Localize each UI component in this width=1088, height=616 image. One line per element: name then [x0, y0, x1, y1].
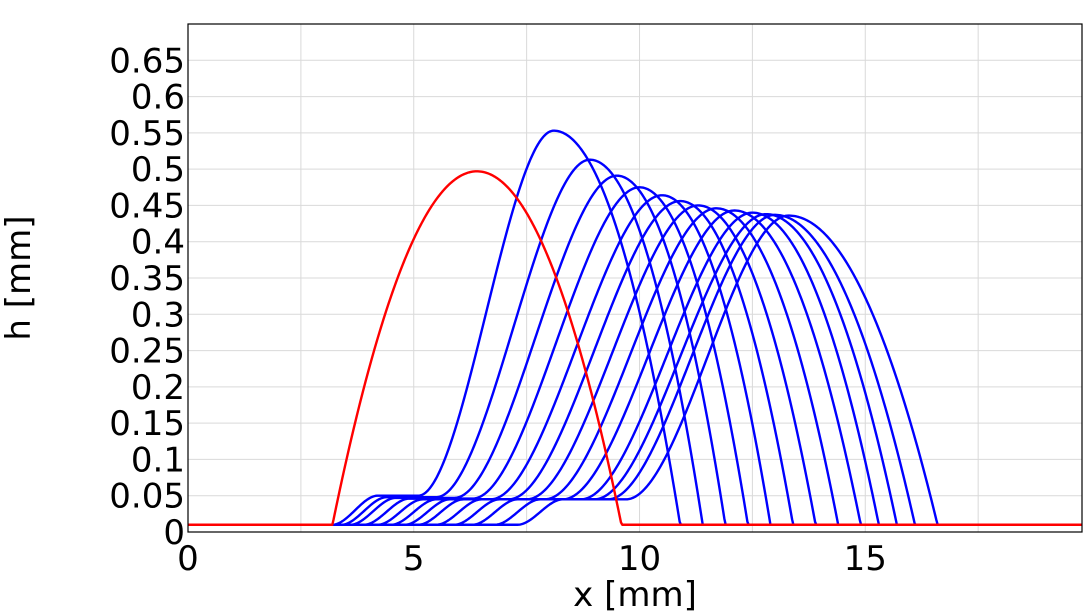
y-tick-label: 0.35	[109, 259, 185, 299]
y-tick-label: 0.6	[131, 78, 185, 118]
y-tick-label: 0.55	[109, 114, 185, 154]
y-tick-label: 0.65	[109, 41, 185, 81]
y-tick-label: 0.1	[131, 440, 185, 480]
x-tick-label: 0	[177, 539, 199, 579]
y-tick-label: 0.05	[109, 477, 185, 517]
y-tick-label: 0.25	[109, 332, 185, 372]
y-tick-label: 0.15	[109, 404, 185, 444]
initial-profile-line	[188, 170, 1082, 526]
x-tick-label: 10	[618, 539, 661, 579]
y-tick-label: 0.4	[131, 223, 185, 263]
y-tick-label: 0.5	[131, 150, 185, 190]
y-tick-labels: 00.050.10.150.20.250.30.350.40.450.50.55…	[109, 41, 185, 553]
x-axis-label: x [mm]	[573, 575, 697, 615]
x-tick-labels: 0 5 10 15	[177, 539, 887, 579]
y-tick-label: 0.45	[109, 186, 185, 226]
plot-curves	[188, 129, 1082, 526]
x-tick-label: 15	[844, 539, 887, 579]
x-tick-label: 5	[403, 539, 425, 579]
y-axis-label: h [mm]	[0, 215, 39, 340]
y-tick-label: 0.2	[131, 368, 185, 408]
y-tick-label: 0.3	[131, 295, 185, 335]
series-line-13	[188, 214, 1082, 526]
y-tick-label: 0	[163, 513, 185, 553]
plot-frame	[187, 23, 1083, 533]
